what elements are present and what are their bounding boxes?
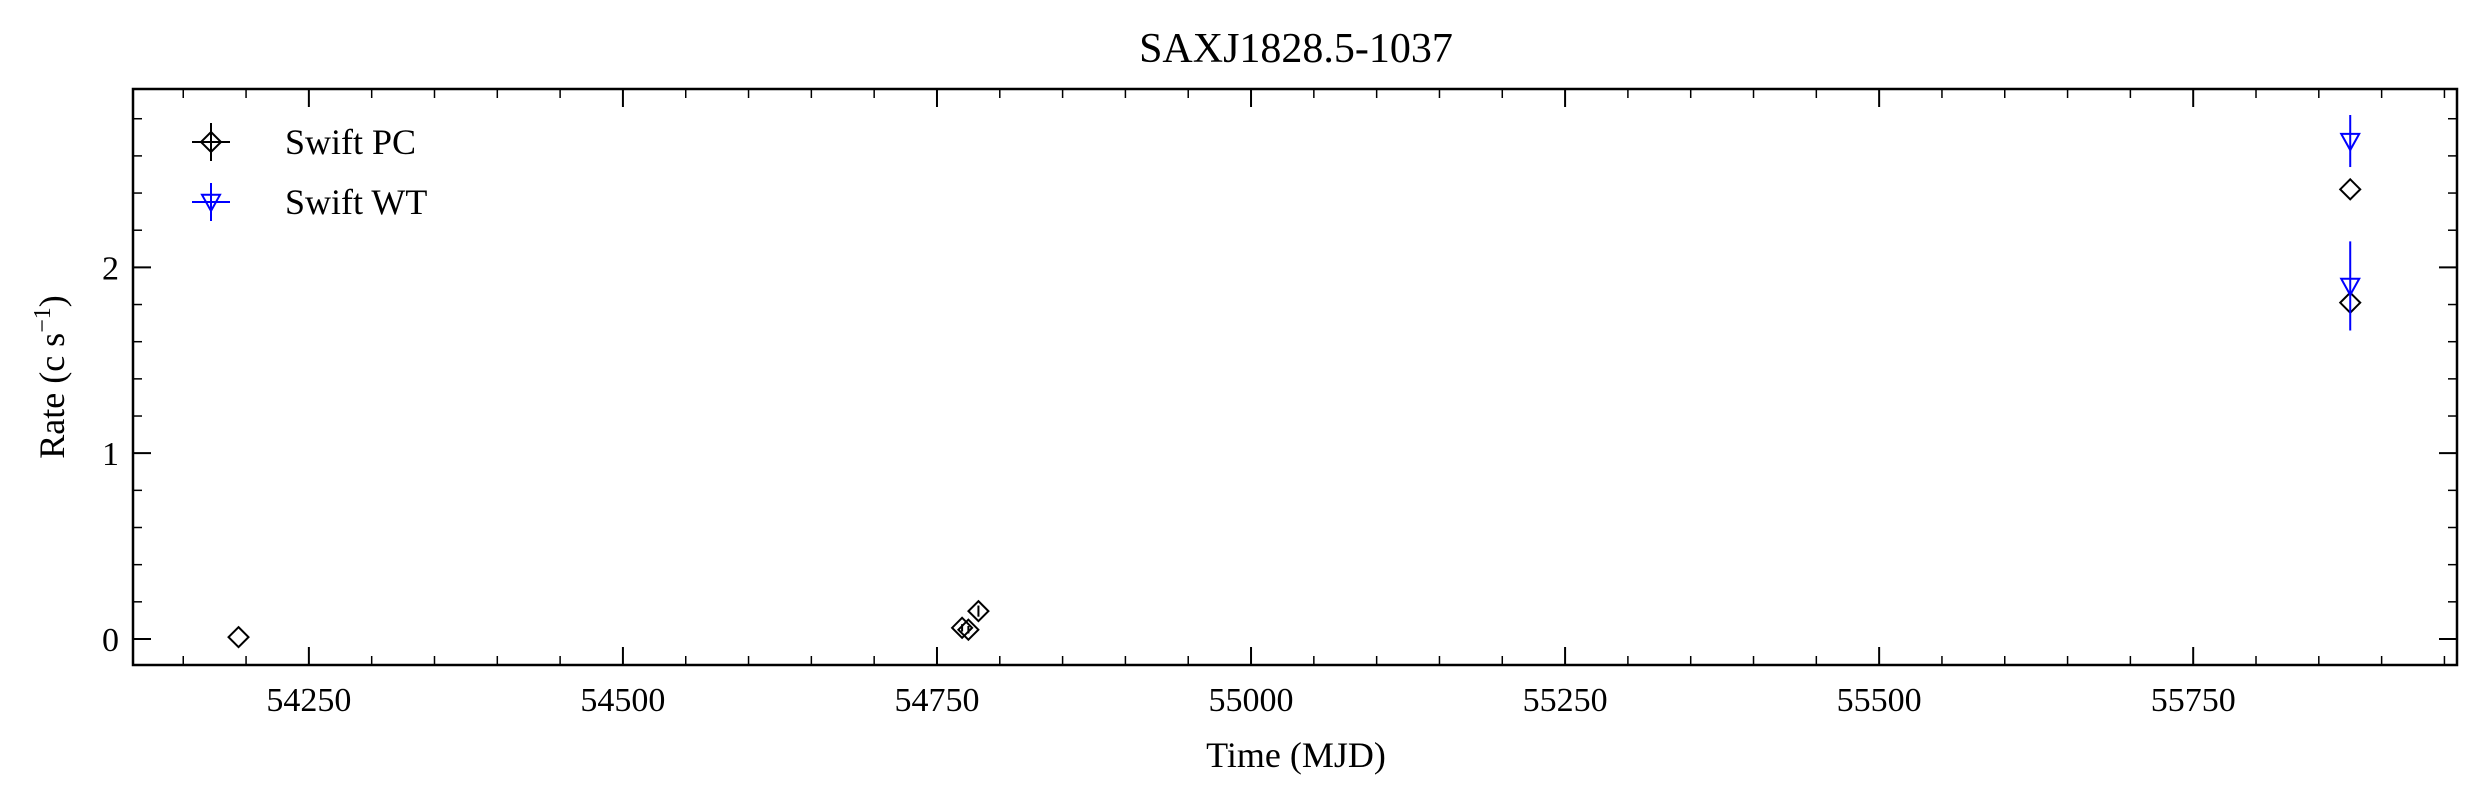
diamond-marker: [227, 625, 250, 649]
x-tick-label: 55000: [1209, 682, 1294, 719]
x-tick-label: 55750: [2151, 682, 2236, 719]
legend-label: Swift PC: [285, 122, 416, 162]
triangle-down-marker: [2339, 132, 2361, 153]
diamond-marker: [956, 618, 980, 642]
data-point: [2339, 241, 2361, 331]
data-point: [967, 599, 990, 623]
legend: Swift PC Swift WT: [192, 122, 427, 222]
x-tick-label: 55250: [1523, 682, 1608, 719]
axis-ticks: [133, 89, 2457, 665]
data-markers: [227, 115, 2362, 649]
x-tick-label: 54500: [580, 682, 665, 719]
triangle-down-marker: [2339, 277, 2361, 298]
y-tick-label: 0: [102, 622, 119, 659]
data-point: [227, 625, 250, 649]
legend-item: Swift PC: [192, 122, 416, 162]
diamond-marker: [967, 599, 990, 623]
y-axis-label-close: ): [32, 295, 72, 307]
legend-label: Swift WT: [285, 182, 427, 222]
y-tick-label: 1: [102, 436, 119, 473]
x-axis-label: Time (MJD): [1206, 735, 1386, 775]
diamond-marker: [950, 616, 974, 640]
plot-frame: [131, 87, 2459, 667]
y-axis-label-exponent: −1: [30, 307, 56, 333]
diamond-marker: [2338, 177, 2362, 201]
diamond-marker: [199, 130, 223, 154]
x-tick-label: 54750: [894, 682, 979, 719]
y-tick-labels: 0 1 2: [102, 250, 119, 659]
chart-title: SAXJ1828.5-1037: [1139, 26, 1453, 72]
data-point: [2338, 177, 2362, 201]
triangle-down-marker: [200, 193, 222, 214]
x-tick-label: 55500: [1837, 682, 1922, 719]
legend-item: Swift WT: [192, 182, 427, 222]
x-tick-label: 54250: [266, 682, 351, 719]
data-point: [2339, 115, 2361, 168]
data-point: [956, 618, 980, 642]
y-tick-label: 2: [102, 250, 119, 287]
y-axis-label: Rate (c s−1): [30, 295, 72, 459]
x-tick-labels: 54250 54500 54750 55000 55250 55500 55750: [266, 682, 2235, 719]
y-axis-label-text: Rate (c s: [32, 333, 72, 459]
plot-area: 54250 54500 54750 55000 55250 55500 55750 0 1 2: [102, 87, 2459, 719]
